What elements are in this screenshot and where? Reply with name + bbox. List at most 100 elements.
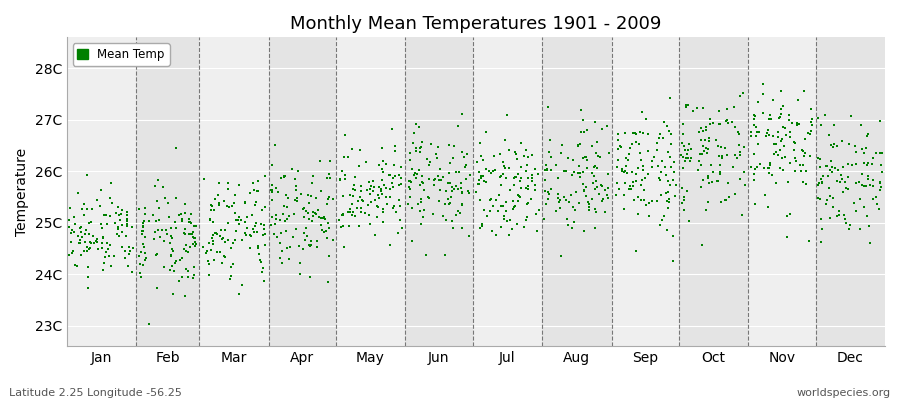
Point <box>253 258 267 265</box>
Point <box>598 208 612 215</box>
Point <box>518 217 533 224</box>
Point <box>713 169 727 176</box>
Point <box>497 163 511 170</box>
Point <box>265 197 279 204</box>
Point <box>500 218 514 224</box>
Point <box>501 147 516 153</box>
Point <box>774 111 788 117</box>
Legend: Mean Temp: Mean Temp <box>73 43 169 66</box>
Point <box>343 206 357 212</box>
Point <box>115 206 130 213</box>
Point <box>229 216 243 223</box>
Point <box>814 122 828 128</box>
Point <box>454 184 468 191</box>
Point <box>769 148 783 155</box>
Point <box>507 174 521 181</box>
Point <box>541 103 555 110</box>
Point <box>662 199 676 206</box>
Point <box>79 244 94 250</box>
Point <box>445 184 459 190</box>
Point <box>494 181 508 188</box>
Point <box>179 242 194 248</box>
Point <box>594 182 608 188</box>
Point <box>631 210 645 217</box>
Point <box>414 196 428 203</box>
Point <box>734 212 749 218</box>
Point <box>627 196 642 203</box>
Point <box>90 238 104 245</box>
Point <box>499 198 513 205</box>
Point <box>65 250 79 256</box>
Point <box>257 230 272 237</box>
Point <box>376 219 391 225</box>
Point <box>853 225 868 232</box>
Point <box>346 212 360 218</box>
Point <box>853 196 868 202</box>
Point <box>449 212 464 218</box>
Point <box>305 180 320 186</box>
Point <box>589 209 603 216</box>
Point <box>132 206 147 212</box>
Point <box>519 201 534 207</box>
Point <box>169 224 184 231</box>
Point <box>150 250 165 257</box>
Point <box>202 260 216 267</box>
Point <box>814 179 829 186</box>
Point <box>634 157 648 163</box>
Point <box>83 239 97 245</box>
Point <box>601 195 616 202</box>
Point <box>677 196 691 203</box>
Point <box>500 112 514 118</box>
Point <box>760 130 775 136</box>
Point <box>182 216 196 222</box>
Point <box>254 221 268 227</box>
Point <box>179 266 194 272</box>
Point <box>368 232 382 238</box>
Point <box>618 180 633 186</box>
Point <box>164 225 178 232</box>
Point <box>509 174 524 180</box>
Point <box>445 188 459 194</box>
Point <box>679 155 693 161</box>
Point <box>365 178 380 184</box>
Point <box>771 152 786 158</box>
Point <box>302 216 316 223</box>
Point <box>573 129 588 136</box>
Point <box>814 238 828 245</box>
Point <box>734 149 748 156</box>
Point <box>181 248 195 255</box>
Point <box>80 274 94 280</box>
Point <box>865 160 879 167</box>
Point <box>138 205 152 212</box>
Point <box>334 223 348 230</box>
Point <box>617 206 632 212</box>
Point <box>654 169 669 176</box>
Point <box>159 227 174 233</box>
Point <box>148 183 162 190</box>
Point <box>402 183 417 190</box>
Point <box>84 218 98 225</box>
Point <box>204 246 219 253</box>
Point <box>524 195 538 202</box>
Point <box>718 197 733 204</box>
Point <box>572 163 586 169</box>
Point <box>834 138 849 144</box>
Point <box>313 222 328 228</box>
Point <box>427 177 441 183</box>
Point <box>725 119 740 125</box>
Point <box>292 243 306 250</box>
Point <box>405 238 419 244</box>
Point <box>849 180 863 186</box>
Point <box>642 200 656 206</box>
Point <box>699 145 714 151</box>
Point <box>514 184 528 191</box>
Point <box>509 156 524 163</box>
Point <box>872 180 886 187</box>
Point <box>765 172 779 178</box>
Point <box>255 269 269 275</box>
Point <box>301 210 315 216</box>
Point <box>853 122 868 128</box>
Point <box>676 121 690 128</box>
Point <box>243 190 257 196</box>
Point <box>841 174 855 180</box>
